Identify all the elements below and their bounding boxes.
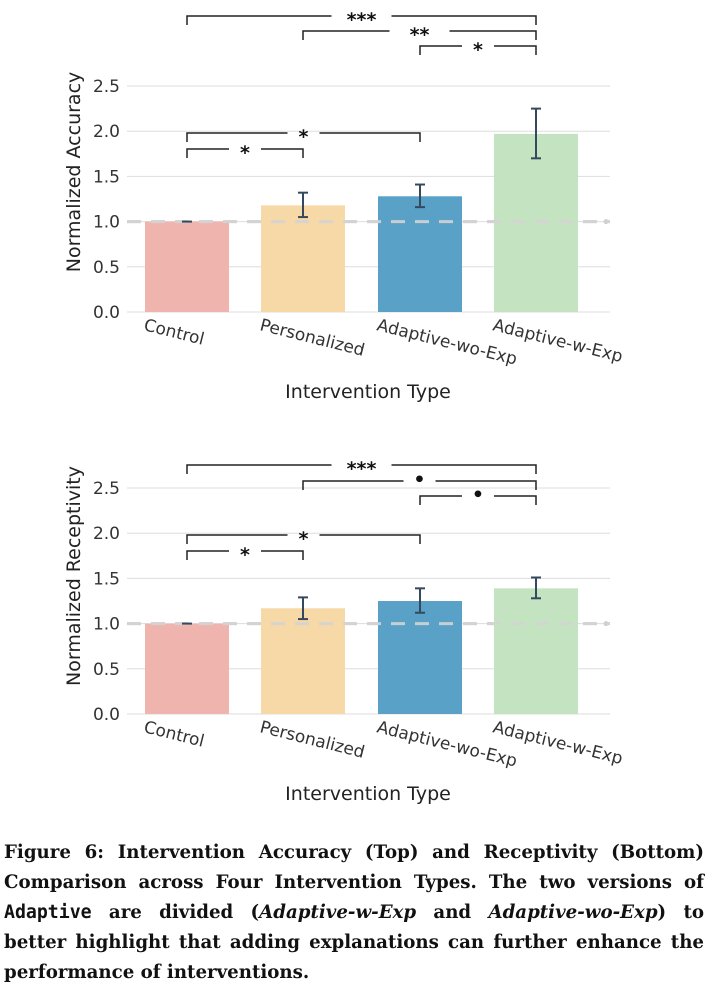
significance-label: *** bbox=[347, 9, 377, 31]
significance-bracket: • bbox=[419, 484, 537, 506]
bracket-line-right bbox=[261, 550, 304, 560]
significance-label: • bbox=[472, 484, 484, 506]
y-tick-label: 0.5 bbox=[93, 258, 120, 278]
y-tick-label: 2.5 bbox=[93, 479, 120, 499]
bracket-line-left bbox=[186, 464, 332, 474]
bracket-line-right bbox=[494, 45, 537, 55]
bracket-line-right bbox=[319, 132, 421, 142]
y-tick-label: 1.5 bbox=[93, 167, 120, 187]
caption-em2: Adaptive-wo-Exp bbox=[488, 902, 658, 923]
y-tick-label: 1.5 bbox=[93, 569, 120, 589]
bracket-line-right bbox=[261, 148, 304, 158]
bracket-line-left bbox=[186, 534, 288, 544]
bracket-line-right bbox=[449, 30, 537, 40]
y-axis-label: Normalized Receptivity bbox=[63, 466, 85, 686]
significance-bracket: *** bbox=[186, 9, 537, 31]
significance-label: ** bbox=[410, 24, 430, 46]
x-tick-label: Control bbox=[142, 315, 206, 349]
y-tick-label: 0.0 bbox=[93, 303, 120, 323]
bar-control bbox=[145, 623, 229, 714]
bracket-line-left bbox=[186, 148, 229, 158]
bar-adaptive-wo-exp bbox=[378, 196, 462, 312]
x-tick-label: Personalized bbox=[258, 717, 367, 762]
bracket-line-left bbox=[302, 30, 390, 40]
bar-personalized bbox=[261, 205, 345, 312]
caption-middle: are divided ( bbox=[91, 902, 260, 923]
x-tick-label: Control bbox=[142, 717, 206, 751]
y-tick-label: 1.0 bbox=[93, 213, 120, 233]
significance-bracket: * bbox=[186, 142, 304, 164]
significance-bracket: * bbox=[186, 544, 304, 566]
caption-and: and bbox=[416, 902, 489, 923]
bracket-line-left bbox=[419, 45, 462, 55]
bracket-line-left bbox=[186, 15, 332, 25]
y-tick-label: 0.0 bbox=[93, 705, 120, 725]
significance-bracket: * bbox=[186, 528, 421, 550]
bar-personalized bbox=[261, 608, 345, 714]
significance-label: *** bbox=[347, 458, 377, 480]
bracket-line-right bbox=[391, 464, 537, 474]
bar-control bbox=[145, 221, 229, 312]
bracket-line-left bbox=[186, 550, 229, 560]
significance-label: * bbox=[299, 528, 309, 550]
significance-bracket: ** bbox=[302, 24, 537, 46]
y-tick-label: 2.5 bbox=[93, 77, 120, 97]
caption-prefix: Figure 6: Intervention Accuracy (Top) an… bbox=[4, 842, 704, 893]
bracket-line-left bbox=[186, 132, 288, 142]
caption-suffix: ) to better highlight that adding explan… bbox=[4, 902, 704, 983]
significance-bracket: *** bbox=[186, 458, 537, 480]
x-tick-label: Personalized bbox=[258, 315, 367, 360]
bracket-line-right bbox=[319, 534, 421, 544]
significance-bracket: * bbox=[419, 39, 537, 61]
significance-label: • bbox=[413, 469, 425, 491]
significance-bracket: • bbox=[302, 469, 537, 491]
x-axis-label: Intervention Type bbox=[285, 783, 451, 805]
bracket-line-left bbox=[302, 480, 404, 490]
bracket-line-left bbox=[419, 495, 462, 505]
bar-adaptive-w-exp bbox=[494, 588, 578, 714]
bar-adaptive-wo-exp bbox=[378, 601, 462, 714]
significance-bracket: * bbox=[186, 126, 421, 148]
significance-label: * bbox=[299, 126, 309, 148]
x-axis-label: Intervention Type bbox=[285, 381, 451, 403]
caption-code: Adaptive bbox=[4, 902, 92, 923]
significance-label: * bbox=[240, 544, 250, 566]
caption-em1: Adaptive-w-Exp bbox=[259, 902, 417, 923]
figure-caption: Figure 6: Intervention Accuracy (Top) an… bbox=[4, 838, 704, 988]
y-tick-label: 2.0 bbox=[93, 122, 120, 142]
y-tick-label: 0.5 bbox=[93, 660, 120, 680]
bracket-line-right bbox=[494, 495, 537, 505]
significance-label: * bbox=[473, 39, 483, 61]
bracket-line-right bbox=[391, 15, 537, 25]
y-tick-label: 2.0 bbox=[93, 524, 120, 544]
bracket-line-right bbox=[435, 480, 537, 490]
significance-label: * bbox=[240, 142, 250, 164]
y-axis-label: Normalized Accuracy bbox=[63, 72, 85, 273]
y-tick-label: 1.0 bbox=[93, 615, 120, 635]
